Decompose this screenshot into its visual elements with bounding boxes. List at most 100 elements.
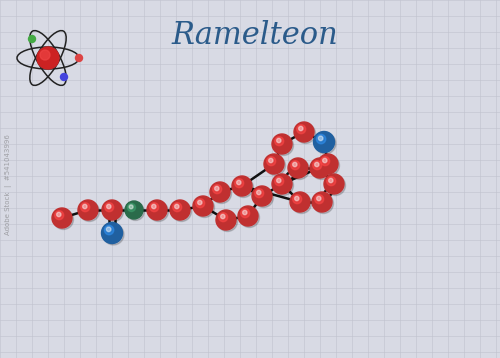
Circle shape [290,161,300,170]
Circle shape [320,155,340,175]
Circle shape [102,223,122,243]
Circle shape [198,200,202,205]
Circle shape [220,214,225,219]
Circle shape [292,194,312,213]
Circle shape [236,180,241,185]
Circle shape [276,178,281,183]
Circle shape [266,155,285,175]
Circle shape [310,158,330,178]
Circle shape [292,162,297,167]
Circle shape [312,161,322,170]
Circle shape [240,208,260,227]
Circle shape [174,204,179,209]
Circle shape [54,209,74,229]
Circle shape [28,35,35,43]
Circle shape [274,137,283,146]
Circle shape [254,188,274,208]
Circle shape [52,208,72,228]
Circle shape [242,210,247,215]
Circle shape [314,162,319,167]
Circle shape [126,203,144,221]
Circle shape [104,202,124,222]
Circle shape [274,175,293,195]
Circle shape [322,158,327,163]
Circle shape [103,224,124,245]
Circle shape [292,195,302,204]
Circle shape [326,177,336,186]
Text: Ramelteon: Ramelteon [172,19,338,50]
Circle shape [232,176,252,196]
Circle shape [268,158,273,163]
Circle shape [318,136,323,141]
Circle shape [320,157,330,166]
Circle shape [324,174,344,194]
Circle shape [288,158,308,178]
Circle shape [60,73,68,81]
Circle shape [240,209,250,218]
Circle shape [312,160,332,179]
Circle shape [196,199,204,208]
Circle shape [316,134,326,144]
Circle shape [80,202,100,222]
Circle shape [316,196,321,201]
Circle shape [106,227,111,232]
Circle shape [152,204,156,209]
Circle shape [172,202,192,222]
Circle shape [102,200,122,220]
Circle shape [106,204,111,209]
Circle shape [328,178,333,183]
Circle shape [256,190,261,195]
Circle shape [296,124,316,144]
Text: Adobe Stock  |  #541043996: Adobe Stock | #541043996 [4,135,12,236]
Circle shape [214,186,219,191]
Circle shape [128,203,136,212]
Circle shape [298,126,303,131]
Circle shape [170,200,190,220]
Circle shape [125,201,143,219]
Circle shape [104,225,114,235]
Circle shape [326,175,345,195]
Circle shape [254,189,264,198]
Circle shape [37,47,59,69]
Circle shape [314,195,324,204]
Circle shape [290,160,310,179]
Circle shape [234,179,244,188]
Circle shape [193,196,213,216]
Circle shape [264,154,284,174]
Circle shape [272,134,292,154]
Circle shape [266,157,276,166]
Circle shape [104,203,114,212]
Circle shape [274,135,293,155]
Circle shape [76,54,82,62]
Circle shape [82,204,87,209]
Circle shape [294,122,314,142]
Circle shape [80,203,90,212]
Circle shape [318,154,338,174]
Circle shape [218,213,228,222]
Circle shape [290,192,310,212]
Circle shape [150,203,158,212]
Circle shape [172,203,182,212]
Circle shape [210,182,230,202]
Circle shape [314,131,334,153]
Circle shape [56,212,61,217]
Circle shape [40,50,50,60]
Circle shape [194,198,214,218]
Circle shape [147,200,167,220]
Circle shape [315,133,336,154]
Circle shape [276,138,281,143]
Circle shape [314,194,334,213]
Circle shape [272,174,292,194]
Circle shape [312,192,332,212]
Circle shape [54,211,64,220]
Circle shape [216,210,236,230]
Circle shape [78,200,98,220]
Circle shape [218,212,238,232]
Circle shape [294,196,299,201]
Circle shape [274,177,283,186]
Circle shape [129,205,133,209]
Circle shape [252,186,272,206]
Circle shape [212,185,222,194]
Circle shape [296,125,306,134]
Circle shape [148,202,169,222]
